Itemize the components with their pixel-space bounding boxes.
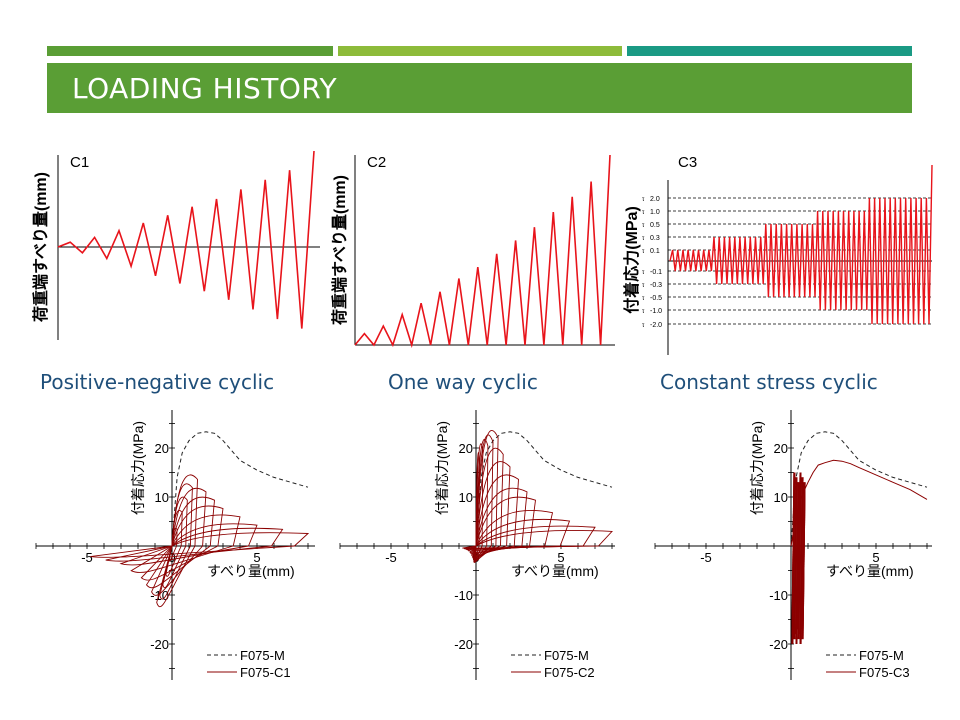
series-cyclic-loop xyxy=(469,496,536,554)
series-cyclic-loop xyxy=(472,461,511,559)
series-cyclic-loop xyxy=(105,527,284,562)
level-tau: τ xyxy=(642,236,645,242)
series-cyclic-loop xyxy=(130,514,241,574)
legend-label-monotonic: F075-M xyxy=(859,648,904,663)
y-tick-label: -20 xyxy=(769,637,788,652)
series-cyclic-loop xyxy=(470,487,528,555)
level-label: -0.3 xyxy=(650,282,662,289)
series-cyclic-loop xyxy=(156,474,198,608)
series-cyclic-loop xyxy=(473,429,499,563)
legend-label-cyclic: F075-C3 xyxy=(859,665,910,680)
series-monotonic xyxy=(171,431,309,547)
level-tau: τ xyxy=(642,249,645,255)
y-tick-label: 10 xyxy=(774,490,788,505)
series-monotonic xyxy=(475,431,613,547)
y-tick-label: 10 xyxy=(155,490,169,505)
title-band: LOADING HISTORY xyxy=(47,63,912,113)
x-tick-label: -5 xyxy=(81,550,93,565)
caption-positive-negative: Positive-negative cyclic xyxy=(40,370,275,394)
y-tick-label: -20 xyxy=(454,637,473,652)
header-bar-3 xyxy=(627,46,912,56)
series-line xyxy=(354,154,611,349)
series-line xyxy=(669,164,933,325)
panel-title: C1 xyxy=(70,154,89,171)
y-tick-label: 20 xyxy=(774,441,788,456)
series-cyclic-spike xyxy=(791,472,796,645)
level-tau: τ xyxy=(642,323,645,329)
series-monotonic xyxy=(790,431,928,547)
y-axis-label: 付着応力(MPa) xyxy=(130,421,146,515)
series-cyclic-loop xyxy=(471,474,519,557)
level-tau: τ xyxy=(642,296,645,302)
header-bar-1 xyxy=(47,46,333,56)
x-tick-label: 5 xyxy=(872,550,879,565)
caption-constant-stress: Constant stress cyclic xyxy=(660,370,878,394)
legend-label-monotonic: F075-M xyxy=(544,648,589,663)
y-axis-label: 付着応力(MPa) xyxy=(749,421,765,515)
series-cyclic-spike xyxy=(793,477,798,640)
y-tick-label: -20 xyxy=(150,637,169,652)
level-tau: τ xyxy=(642,309,645,315)
x-tick-label: 5 xyxy=(253,550,260,565)
series-cyclic-loop xyxy=(140,505,224,581)
level-tau: τ xyxy=(642,283,645,289)
level-tau: τ xyxy=(642,210,645,216)
level-tau: τ xyxy=(642,270,645,276)
level-label: 1.0 xyxy=(650,209,660,216)
series-line xyxy=(57,150,315,329)
legend-label-cyclic: F075-C1 xyxy=(240,665,291,680)
level-tau: τ xyxy=(642,223,645,229)
series-cyclic-loop xyxy=(472,447,504,561)
series-cyclic-spike xyxy=(795,482,800,635)
series-cyclic-loop xyxy=(151,487,207,596)
y-tick-label: -10 xyxy=(454,588,473,603)
panel-title: C3 xyxy=(678,154,697,171)
level-label: -2.0 xyxy=(650,322,662,329)
level-label: -1.0 xyxy=(650,308,662,315)
series-cyclic-loop xyxy=(90,532,310,558)
series-cyclic-loop xyxy=(465,518,571,551)
y-axis-label: 付着応力(MPa) xyxy=(434,421,450,515)
header-bar-2 xyxy=(338,46,622,56)
y-axis-label: 付着応力(MPa) xyxy=(622,206,641,314)
level-tau: τ xyxy=(642,197,645,203)
level-label: 2.0 xyxy=(650,196,660,203)
series-cyclic-spike xyxy=(801,482,806,640)
level-label: -0.5 xyxy=(650,295,662,302)
level-label: 0.1 xyxy=(650,248,660,255)
y-tick-label: 20 xyxy=(155,441,169,456)
y-axis-label: 荷重端すべり量(mm) xyxy=(330,175,349,325)
series-cyclic-spike xyxy=(799,477,804,645)
legend-label-monotonic: F075-M xyxy=(240,648,285,663)
level-label: 0.5 xyxy=(650,222,660,229)
series-cyclic-loop xyxy=(119,523,258,566)
series-cyclic-loop xyxy=(145,496,215,589)
legend-label-cyclic: F075-C2 xyxy=(544,665,595,680)
y-tick-label: 20 xyxy=(459,441,473,456)
y-axis-label: 荷重端すべり量(mm) xyxy=(31,172,50,322)
level-label: 0.3 xyxy=(650,235,660,242)
series-cyclic-loop xyxy=(464,525,596,550)
series-cyclic xyxy=(790,459,928,547)
x-axis-label: すべり量(mm) xyxy=(207,563,295,579)
x-axis-label: すべり量(mm) xyxy=(826,563,914,579)
panel-title: C2 xyxy=(367,154,386,171)
level-label: -0.1 xyxy=(650,269,662,276)
x-axis-label: すべり量(mm) xyxy=(511,563,599,579)
caption-one-way: One way cyclic xyxy=(388,370,538,394)
x-tick-label: -5 xyxy=(385,550,397,565)
x-tick-label: -5 xyxy=(700,550,712,565)
series-cyclic-loop xyxy=(462,529,613,549)
y-tick-label: -10 xyxy=(769,588,788,603)
slide-title: LOADING HISTORY xyxy=(72,72,338,105)
series-cyclic-loop xyxy=(467,510,554,552)
y-tick-label: 10 xyxy=(459,490,473,505)
x-tick-label: 5 xyxy=(557,550,564,565)
series-cyclic-spike xyxy=(797,472,802,630)
